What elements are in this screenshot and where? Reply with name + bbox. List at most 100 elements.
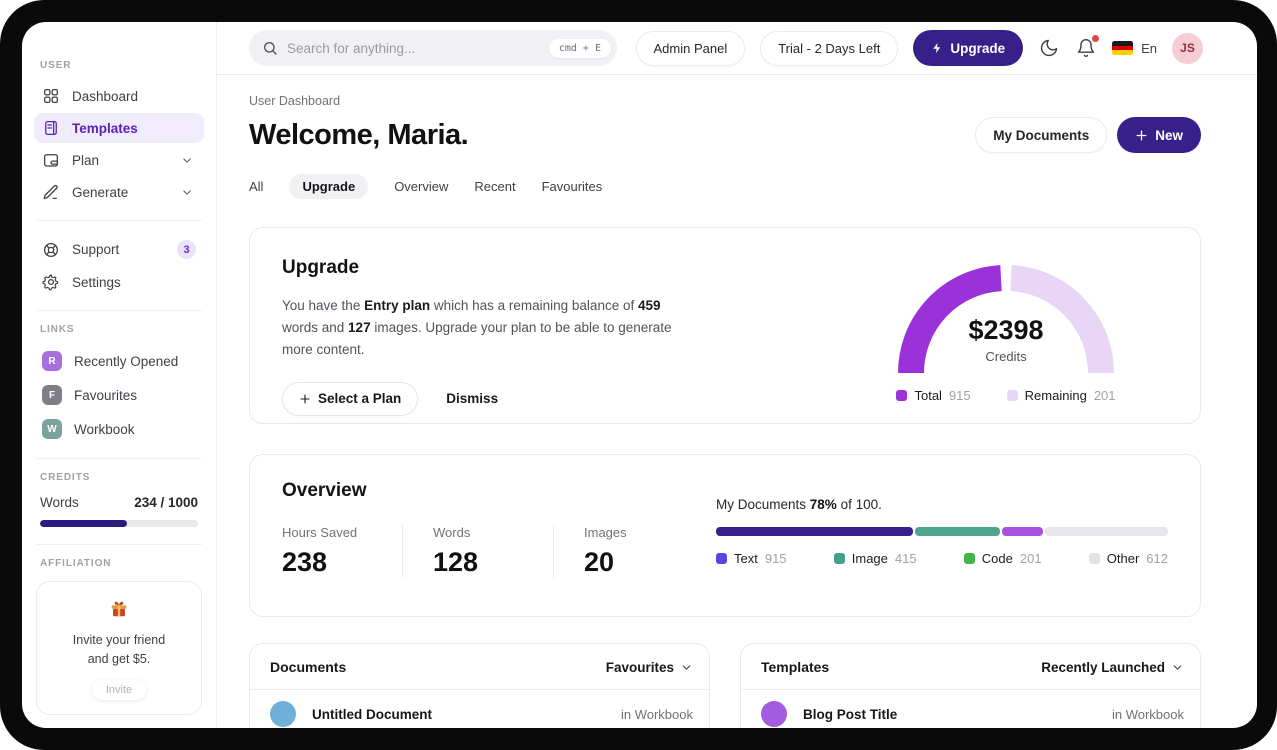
sidebar-link-label: Recently Opened [74, 353, 179, 369]
images-balance: 127 [348, 319, 371, 335]
sidebar-item-templates[interactable]: Templates [34, 113, 204, 143]
tab-all[interactable]: All [249, 179, 264, 194]
invite-text-line2: and get $5. [87, 651, 151, 666]
template-list-item[interactable]: Blog Post Title in Workbook [741, 690, 1200, 728]
legend-item-code: Code 201 [963, 551, 1042, 566]
document-list-item[interactable]: Untitled Document in Workbook [250, 690, 709, 728]
legend-item-image: Image 415 [833, 551, 917, 566]
search-icon [264, 42, 277, 55]
search-input[interactable] [287, 40, 540, 56]
other-swatch [1088, 553, 1100, 564]
filter-label: Recently Launched [1041, 659, 1165, 675]
search-bar[interactable]: cmd + E [249, 30, 617, 66]
legend-label: Image [851, 551, 888, 566]
header-actions: My Documents New [975, 117, 1201, 153]
pencil-icon [43, 184, 58, 200]
templates-filter-dropdown[interactable]: Recently Launched [1041, 660, 1184, 675]
sidebar-divider [36, 458, 202, 459]
templates-icon [45, 120, 57, 136]
overview-stats: Hours Saved 238 Words 128 Images [282, 525, 704, 578]
my-documents-button[interactable]: My Documents [975, 117, 1108, 153]
gauge-legend: Total 915 Remaining 201 [896, 388, 1116, 403]
app-window: User Dashboard Templates Plan [22, 22, 1257, 728]
documents-filter-dropdown[interactable]: Favourites [606, 660, 693, 675]
legend-label: Remaining [1024, 388, 1087, 403]
stat-divider [553, 525, 554, 578]
stat-images: Images 20 [584, 525, 704, 578]
stacked-progressbar [716, 527, 1168, 536]
tab-recent[interactable]: Recent [474, 179, 516, 194]
tab-upgrade[interactable]: Upgrade [289, 174, 369, 199]
documents-card-header: Documents Favourites [250, 644, 709, 690]
dark-mode-toggle[interactable] [1038, 37, 1060, 59]
lightning-icon [933, 43, 941, 53]
dismiss-button[interactable]: Dismiss [446, 391, 499, 407]
legend-value: 612 [1146, 551, 1168, 566]
template-name: Blog Post Title [803, 706, 898, 722]
stat-value: 238 [282, 547, 328, 577]
upgrade-card: Upgrade You have the Entry plan which ha… [249, 227, 1201, 424]
sidebar: User Dashboard Templates Plan [22, 22, 217, 728]
documents-card-title: Documents [270, 659, 347, 675]
credits-value: 234 / 1000 [134, 495, 198, 510]
grid-icon [43, 88, 59, 104]
credits-progress-fill [40, 520, 127, 527]
text-swatch [716, 553, 727, 564]
gauge-value: $2398 [968, 315, 1044, 345]
plus-icon [1136, 130, 1147, 140]
upgrade-card-left: Upgrade You have the Entry plan which ha… [282, 257, 694, 416]
legend-value: 415 [894, 551, 917, 566]
templates-card-title: Templates [761, 659, 830, 675]
tab-overview[interactable]: Overview [394, 179, 449, 194]
segment-code [1002, 527, 1044, 536]
notifications-button[interactable] [1075, 35, 1100, 59]
document-avatar [270, 701, 296, 727]
credits-label: Words [40, 495, 79, 510]
workbook-badge: W [42, 419, 62, 439]
sidebar-item-generate[interactable]: Generate [34, 177, 204, 207]
stat-words: Words 128 [433, 525, 553, 578]
sidebar-link-recently-opened[interactable]: R Recently Opened [34, 345, 204, 377]
gift-icon [111, 601, 127, 617]
sidebar-item-support[interactable]: Support 3 [34, 234, 204, 265]
breadcrumb: User Dashboard [249, 94, 341, 108]
content-area: User Dashboard Welcome, Maria. My Docume… [217, 75, 1257, 728]
language-label[interactable]: En [1141, 40, 1157, 56]
sidebar-item-plan[interactable]: Plan [34, 145, 204, 175]
sidebar-item-settings[interactable]: Settings [34, 267, 204, 297]
document-location: in Workbook [620, 706, 693, 722]
stat-divider [402, 525, 403, 578]
sidebar-section-links: Links [40, 324, 75, 335]
german-flag-icon[interactable] [1112, 41, 1134, 55]
gauge-arcs [898, 265, 1114, 374]
legend-item-other: Other 612 [1088, 551, 1168, 566]
admin-panel-button[interactable]: Admin Panel [635, 30, 746, 66]
bottom-cards: Documents Favourites Untitled Document i… [249, 643, 1201, 728]
wallet-icon [43, 154, 59, 167]
credits-gauge: $2398 Credits Total 915 Remaining [872, 257, 1140, 403]
legend-label: Other [1106, 551, 1140, 566]
tab-favourites[interactable]: Favourites [541, 179, 603, 194]
bell-icon [1077, 39, 1095, 57]
stack-legend: Text 915 Image 415 Code 20 [716, 551, 1168, 566]
heading-percent: 78% [809, 497, 837, 512]
page-title: Welcome, Maria. [249, 118, 469, 151]
sidebar-link-workbook[interactable]: W Workbook [34, 413, 204, 445]
legend-value: 201 [1019, 551, 1042, 566]
image-swatch [833, 553, 845, 564]
documents-usage-block: My Documents 78% of 100. Text 915 [716, 480, 1168, 591]
sidebar-item-label: Settings [72, 274, 121, 290]
recently-opened-badge: R [42, 351, 62, 371]
sidebar-link-favourites[interactable]: F Favourites [34, 379, 204, 411]
upgrade-button[interactable]: Upgrade [913, 30, 1024, 66]
new-button[interactable]: New [1117, 117, 1201, 153]
legend-label: Total [914, 388, 942, 403]
templates-card: Templates Recently Launched Blog Post Ti… [740, 643, 1201, 728]
trial-badge[interactable]: Trial - 2 Days Left [760, 30, 899, 66]
sidebar-item-dashboard[interactable]: Dashboard [34, 81, 204, 111]
invite-button[interactable]: Invite [91, 679, 147, 700]
select-plan-button[interactable]: Select a Plan [282, 381, 419, 416]
segment-text [716, 527, 913, 536]
invite-text-line1: Invite your friend [72, 633, 166, 647]
user-avatar[interactable]: JS [1172, 32, 1203, 64]
